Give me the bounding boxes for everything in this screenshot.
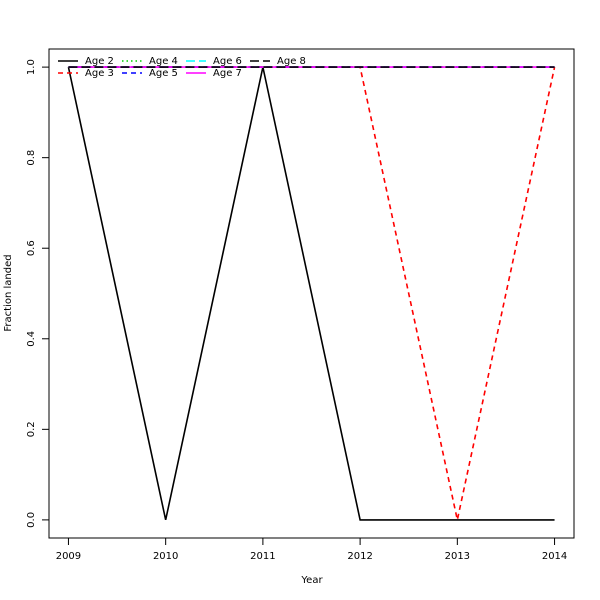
y-tick-label: 0.6 (26, 240, 37, 256)
y-tick-label: 0.4 (26, 331, 37, 347)
series-line (67, 66, 555, 521)
x-tick-label: 2014 (542, 551, 567, 562)
y-tick-label: 1.0 (26, 59, 37, 75)
x-axis-label: Year (300, 575, 323, 586)
legend-label: Age 8 (277, 56, 306, 67)
x-tick-label: 2009 (56, 551, 81, 562)
y-tick-label: 0.8 (26, 150, 37, 166)
y-tick-label: 0.2 (26, 421, 37, 437)
x-tick-label: 2012 (347, 551, 372, 562)
x-tick-label: 2011 (250, 551, 275, 562)
legend-label: Age 7 (213, 68, 242, 79)
legend-label: Age 4 (149, 56, 178, 67)
legend-label: Age 6 (213, 56, 242, 67)
y-tick-label: 0.0 (26, 512, 37, 528)
legend-label: Age 3 (85, 68, 114, 79)
plot-frame (48, 48, 575, 539)
x-tick-label: 2013 (445, 551, 470, 562)
legend-label: Age 2 (85, 56, 114, 67)
legend-label: Age 5 (149, 68, 178, 79)
y-axis-label: Fraction landed (3, 254, 14, 331)
x-tick-label: 2010 (153, 551, 178, 562)
